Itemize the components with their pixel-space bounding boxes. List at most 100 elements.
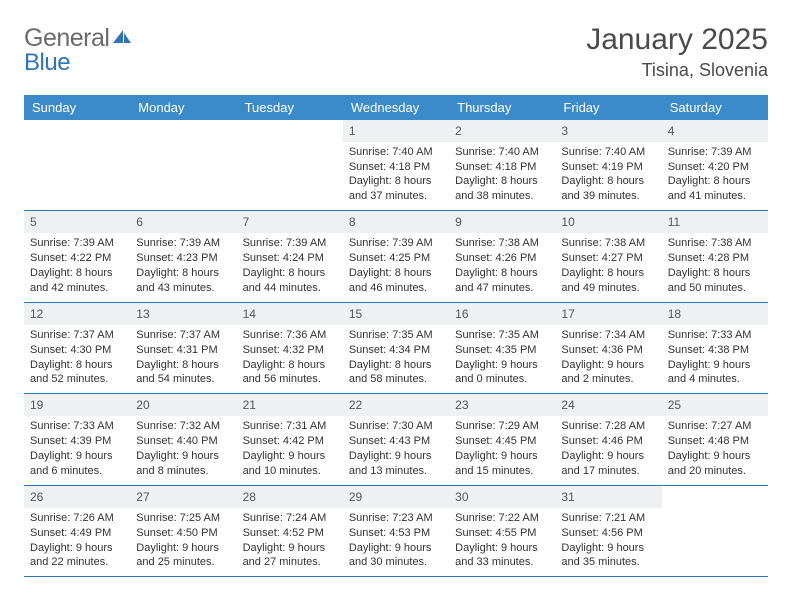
day-number: 12 <box>24 303 130 325</box>
calendar-cell: 22Sunrise: 7:30 AMSunset: 4:43 PMDayligh… <box>343 394 449 485</box>
sunset-text: Sunset: 4:27 PM <box>561 251 655 266</box>
daylight-text-1: Daylight: 9 hours <box>243 449 337 464</box>
daylight-text-1: Daylight: 9 hours <box>30 541 124 556</box>
daylight-text-2: and 47 minutes. <box>455 281 549 296</box>
sunset-text: Sunset: 4:53 PM <box>349 526 443 541</box>
daylight-text-2: and 8 minutes. <box>136 464 230 479</box>
calendar-cell <box>24 120 130 211</box>
sunset-text: Sunset: 4:55 PM <box>455 526 549 541</box>
calendar-cell: 19 Sunrise: 7:33 AMSunset: 4:39 PMDayligh… <box>24 394 130 485</box>
sunrise-text: Sunrise: 7:33 AM <box>30 419 124 434</box>
day-number: 16 <box>449 303 555 325</box>
day-header-saturday: Saturday <box>662 95 768 120</box>
sunrise-text: Sunrise: 7:34 AM <box>561 328 655 343</box>
sunset-text: Sunset: 4:39 PM <box>30 434 124 449</box>
daylight-text-1: Daylight: 8 hours <box>668 174 762 189</box>
sunset-text: Sunset: 4:48 PM <box>668 434 762 449</box>
daylight-text-2: and 35 minutes. <box>561 555 655 570</box>
day-number: 29 <box>343 486 449 508</box>
daylight-text-1: Daylight: 9 hours <box>136 449 230 464</box>
daylight-text-2: and 0 minutes. <box>455 372 549 387</box>
daylight-text-1: Daylight: 9 hours <box>30 449 124 464</box>
daylight-text-2: and 46 minutes. <box>349 281 443 296</box>
day-number: 27 <box>130 486 236 508</box>
calendar-cell: 3Sunrise: 7:40 AMSunset: 4:19 PMDaylight… <box>555 120 661 211</box>
day-number: 3 <box>555 120 661 142</box>
day-number: 30 <box>449 486 555 508</box>
daylight-text-2: and 22 minutes. <box>30 555 124 570</box>
logo: General Blue <box>24 24 133 77</box>
day-header-row: Sunday Monday Tuesday Wednesday Thursday… <box>24 95 768 120</box>
month-title: January 2025 <box>586 24 768 56</box>
calendar-cell: 29Sunrise: 7:23 AMSunset: 4:53 PMDayligh… <box>343 486 449 577</box>
day-number: 13 <box>130 303 236 325</box>
daylight-text-1: Daylight: 9 hours <box>243 541 337 556</box>
daylight-text-1: Daylight: 8 hours <box>30 358 124 373</box>
daylight-text-2: and 17 minutes. <box>561 464 655 479</box>
sunset-text: Sunset: 4:18 PM <box>455 160 549 175</box>
day-header-tuesday: Tuesday <box>237 95 343 120</box>
calendar-cell: 11Sunrise: 7:38 AMSunset: 4:28 PMDayligh… <box>662 211 768 302</box>
sunrise-text: Sunrise: 7:26 AM <box>30 511 124 526</box>
sunrise-text: Sunrise: 7:24 AM <box>243 511 337 526</box>
sunrise-text: Sunrise: 7:39 AM <box>349 236 443 251</box>
day-number: 7 <box>237 211 343 233</box>
logo-general: General <box>24 24 109 52</box>
daylight-text-1: Daylight: 8 hours <box>455 266 549 281</box>
sunrise-text: Sunrise: 7:39 AM <box>30 236 124 251</box>
sunrise-text: Sunrise: 7:30 AM <box>349 419 443 434</box>
sunrise-text: Sunrise: 7:37 AM <box>136 328 230 343</box>
daylight-text-2: and 2 minutes. <box>561 372 655 387</box>
daylight-text-1: Daylight: 9 hours <box>455 358 549 373</box>
daylight-text-2: and 20 minutes. <box>668 464 762 479</box>
daylight-text-2: and 6 minutes. <box>30 464 124 479</box>
day-number: 14 <box>237 303 343 325</box>
day-header-thursday: Thursday <box>449 95 555 120</box>
daylight-text-2: and 30 minutes. <box>349 555 443 570</box>
title-block: January 2025 Tisina, Slovenia <box>586 24 768 81</box>
day-number: 26 <box>24 486 130 508</box>
day-number: 23 <box>449 394 555 416</box>
calendar-cell: 21Sunrise: 7:31 AMSunset: 4:42 PMDayligh… <box>237 394 343 485</box>
daylight-text-1: Daylight: 9 hours <box>455 449 549 464</box>
day-number: 31 <box>555 486 661 508</box>
calendar-cell: 9 Sunrise: 7:38 AMSunset: 4:26 PMDaylight… <box>449 211 555 302</box>
sunrise-text: Sunrise: 7:38 AM <box>668 236 762 251</box>
sunrise-text: Sunrise: 7:31 AM <box>243 419 337 434</box>
sunrise-text: Sunrise: 7:33 AM <box>668 328 762 343</box>
sunrise-text: Sunrise: 7:38 AM <box>455 236 549 251</box>
day-number: 19 <box>24 394 130 416</box>
day-number: 1 <box>343 120 449 142</box>
calendar-cell: 14Sunrise: 7:36 AMSunset: 4:32 PMDayligh… <box>237 303 343 394</box>
sunrise-text: Sunrise: 7:22 AM <box>455 511 549 526</box>
daylight-text-2: and 54 minutes. <box>136 372 230 387</box>
daylight-text-1: Daylight: 9 hours <box>668 358 762 373</box>
week-row: 5Sunrise: 7:39 AMSunset: 4:22 PMDaylight… <box>24 211 768 303</box>
daylight-text-2: and 38 minutes. <box>455 189 549 204</box>
daylight-text-1: Daylight: 8 hours <box>136 266 230 281</box>
calendar-cell: 4Sunrise: 7:39 AMSunset: 4:20 PMDaylight… <box>662 120 768 211</box>
calendar-cell: 8Sunrise: 7:39 AMSunset: 4:25 PMDaylight… <box>343 211 449 302</box>
sunset-text: Sunset: 4:31 PM <box>136 343 230 358</box>
daylight-text-2: and 37 minutes. <box>349 189 443 204</box>
calendar-cell: 23Sunrise: 7:29 AMSunset: 4:45 PMDayligh… <box>449 394 555 485</box>
daylight-text-2: and 49 minutes. <box>561 281 655 296</box>
day-number: 9 <box>449 211 555 233</box>
calendar-cell: 27Sunrise: 7:25 AMSunset: 4:50 PMDayligh… <box>130 486 236 577</box>
daylight-text-2: and 33 minutes. <box>455 555 549 570</box>
sunrise-text: Sunrise: 7:21 AM <box>561 511 655 526</box>
weeks-container: 1Sunrise: 7:40 AMSunset: 4:18 PMDaylight… <box>24 120 768 578</box>
daylight-text-1: Daylight: 9 hours <box>349 449 443 464</box>
sunrise-text: Sunrise: 7:23 AM <box>349 511 443 526</box>
day-number: 17 <box>555 303 661 325</box>
day-header-friday: Friday <box>555 95 661 120</box>
sunset-text: Sunset: 4:26 PM <box>455 251 549 266</box>
daylight-text-1: Daylight: 8 hours <box>561 174 655 189</box>
sunset-text: Sunset: 4:22 PM <box>30 251 124 266</box>
calendar-cell: 30Sunrise: 7:22 AMSunset: 4:55 PMDayligh… <box>449 486 555 577</box>
daylight-text-1: Daylight: 8 hours <box>668 266 762 281</box>
week-row: 1Sunrise: 7:40 AMSunset: 4:18 PMDaylight… <box>24 120 768 212</box>
week-row: 19Sunrise: 7:33 AMSunset: 4:39 PMDayligh… <box>24 394 768 486</box>
daylight-text-2: and 52 minutes. <box>30 372 124 387</box>
logo-blue: Blue <box>24 49 70 76</box>
